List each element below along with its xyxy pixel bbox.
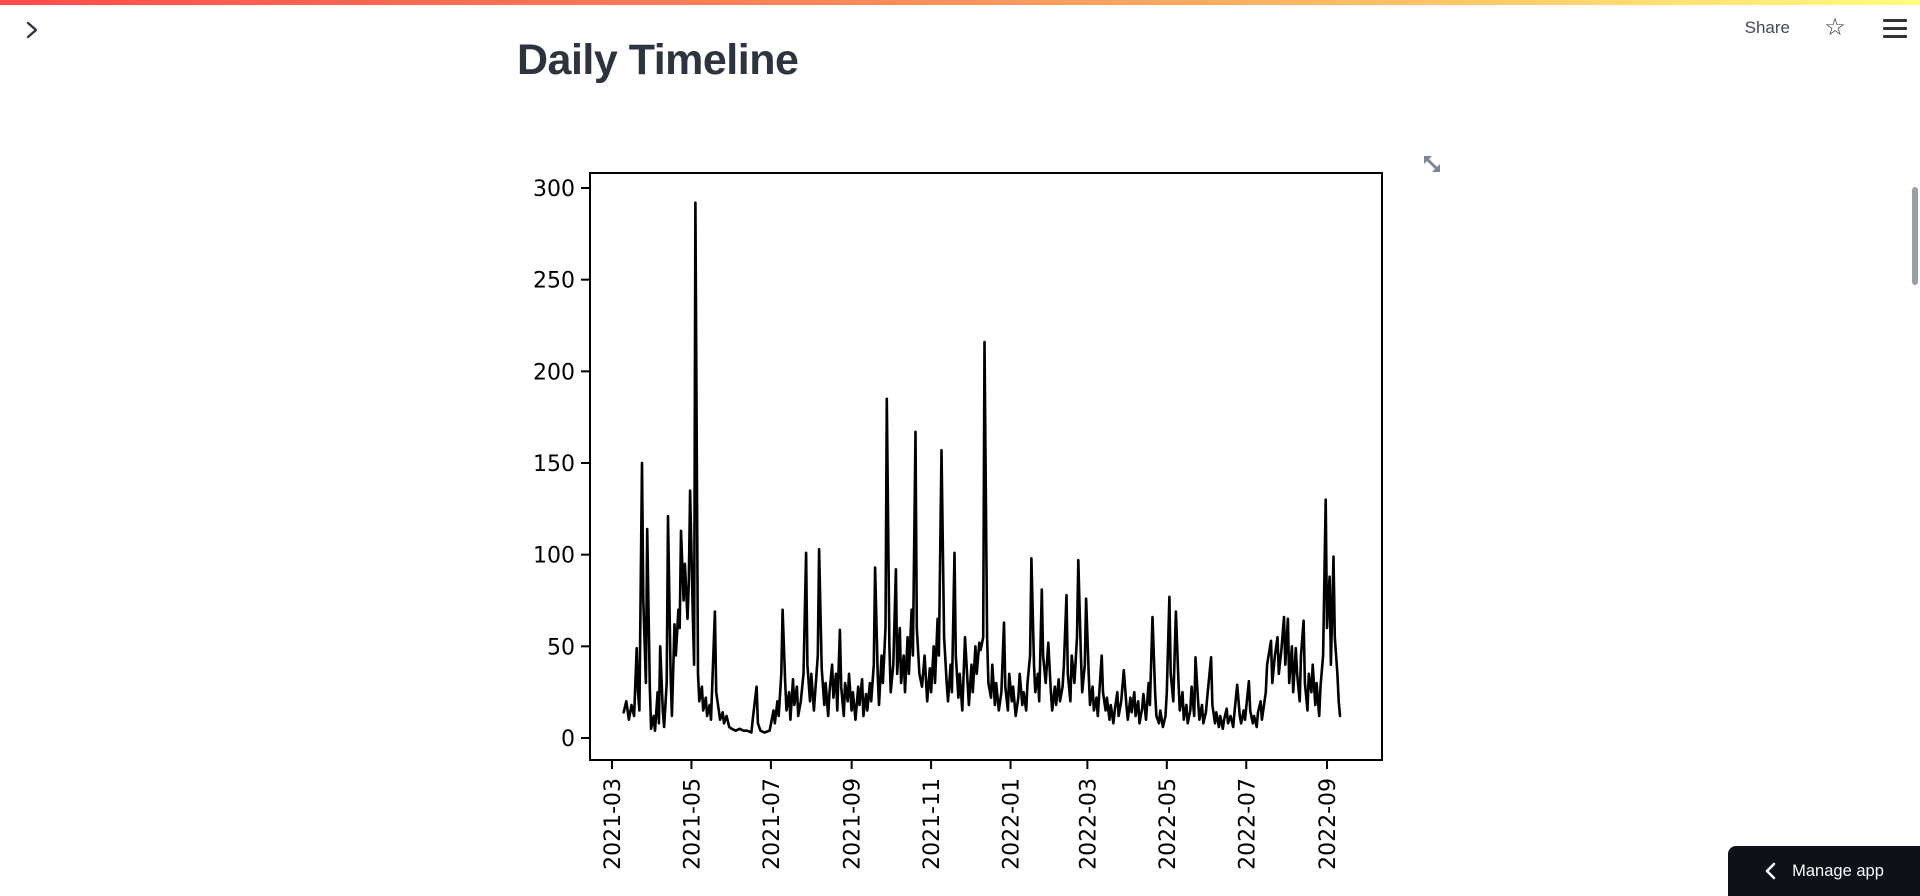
fullscreen-expand-button[interactable] — [1414, 146, 1450, 182]
scrollbar-thumb[interactable] — [1912, 187, 1918, 285]
timeline-line-chart: 0 50 100 150 200 250 300 2021-03 2021-05 2021-07 2… — [533, 172, 1383, 870]
sidebar-expand-button[interactable] — [14, 12, 50, 48]
svg-text:300: 300 — [533, 177, 575, 202]
svg-text:2021-07: 2021-07 — [760, 778, 785, 870]
svg-text:2022-05: 2022-05 — [1156, 778, 1181, 870]
svg-text:2022-09: 2022-09 — [1316, 778, 1341, 870]
page-title: Daily Timeline — [517, 36, 799, 84]
header-toolbar: Share ☆ — [1745, 10, 1910, 46]
svg-text:2021-05: 2021-05 — [680, 778, 705, 870]
manage-app-button[interactable]: Manage app — [1728, 846, 1920, 896]
share-button[interactable]: Share — [1744, 18, 1790, 37]
chevron-left-icon — [1765, 862, 1776, 880]
svg-text:2021-09: 2021-09 — [841, 778, 866, 870]
svg-text:100: 100 — [533, 544, 575, 569]
svg-text:250: 250 — [533, 269, 575, 294]
chevron-right-icon — [26, 21, 38, 39]
svg-text:0: 0 — [561, 727, 575, 752]
expand-diagonal-icon — [1424, 156, 1440, 172]
svg-text:2022-01: 2022-01 — [1000, 778, 1025, 870]
decoration-bar — [0, 0, 1920, 5]
svg-text:150: 150 — [533, 452, 575, 477]
daily-timeline-chart: 0 50 100 150 200 250 300 2021-03 2021-05 2021-07 2… — [518, 140, 1390, 890]
svg-text:50: 50 — [547, 635, 575, 660]
svg-text:2021-03: 2021-03 — [601, 778, 626, 870]
manage-app-label: Manage app — [1792, 861, 1884, 880]
hamburger-icon — [1883, 18, 1907, 38]
svg-text:2022-07: 2022-07 — [1235, 778, 1260, 870]
favorite-button[interactable]: ☆ — [1820, 13, 1850, 43]
svg-text:2022-03: 2022-03 — [1076, 778, 1101, 870]
main-menu-button[interactable] — [1880, 13, 1910, 43]
svg-text:200: 200 — [533, 360, 575, 385]
svg-text:2021-11: 2021-11 — [920, 778, 945, 870]
star-outline-icon: ☆ — [1824, 14, 1846, 41]
